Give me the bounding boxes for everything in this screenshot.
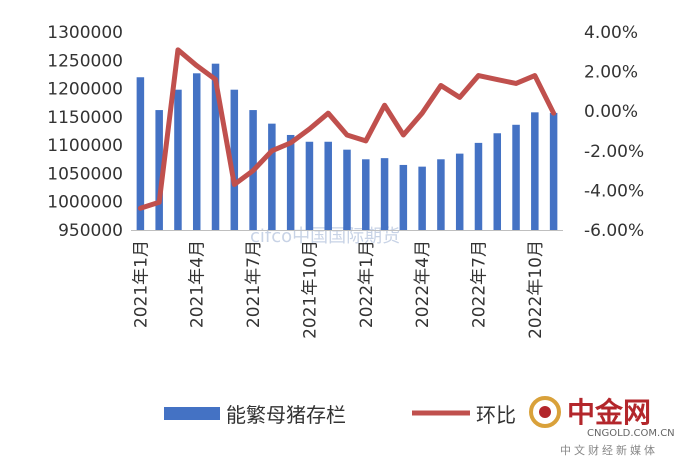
right-tick-label: -2.00% — [584, 142, 644, 162]
legend: 能繁母猪存栏 环比 — [164, 403, 516, 427]
left-tick-label: 1000000 — [47, 193, 123, 213]
bar-19 — [493, 133, 502, 230]
bar-10 — [324, 141, 332, 230]
bar-7 — [268, 123, 276, 230]
legend-swatch-bar — [164, 407, 220, 420]
x-tick-label: 2022年7月 — [469, 240, 489, 328]
x-tick-label: 2021年1月 — [131, 240, 151, 328]
logo-name: 中金网 — [567, 396, 651, 429]
bar-18 — [474, 142, 483, 230]
line-series — [137, 47, 557, 211]
bar-15 — [418, 166, 426, 230]
left-tick-label: 1050000 — [47, 164, 123, 184]
x-tick-label: 2022年10月 — [526, 240, 546, 339]
bar-21 — [531, 112, 539, 230]
logo: 中金网 CNGOLD.COM.CN 中文财经新媒体 — [529, 396, 675, 457]
left-tick-label: 1250000 — [47, 51, 123, 71]
watermark: cifco中国国际期货 — [250, 226, 400, 247]
bar-14 — [399, 164, 408, 230]
x-axis: 2021年1月 2021年4月 2021年7月 2021年10月 2022年1月 2022… — [131, 230, 563, 339]
bar-16 — [437, 159, 445, 230]
bar-8 — [286, 134, 295, 230]
left-tick-label: 1150000 — [47, 108, 123, 128]
left-y-axis: 950000 1000000 1050000 1100000 1150000 120000… — [47, 23, 123, 241]
logo-domain: CNGOLD.COM.CN — [587, 428, 675, 439]
right-tick-label: -4.00% — [584, 181, 644, 201]
bar-11 — [343, 149, 351, 230]
bar-9 — [305, 141, 314, 230]
bar-1 — [155, 110, 163, 230]
left-tick-label: 1200000 — [47, 80, 123, 100]
bar-20 — [512, 124, 520, 230]
cngold-ring-icon — [529, 396, 561, 428]
bar-5 — [230, 89, 239, 230]
bar-22 — [549, 112, 558, 230]
x-tick-label: 2021年7月 — [244, 240, 264, 328]
x-tick-label: 2021年4月 — [188, 240, 208, 328]
cngold-ring-core — [539, 406, 551, 418]
bar-series — [136, 63, 558, 231]
right-tick-label: 2.00% — [584, 63, 638, 83]
bar-0 — [136, 77, 145, 230]
right-tick-label: 4.00% — [584, 23, 638, 43]
x-tick-label: 2022年1月 — [357, 240, 377, 328]
watermark-text: cifco中国国际期货 — [250, 226, 400, 247]
bar-13 — [380, 158, 389, 230]
bar-17 — [455, 153, 464, 230]
bar-12 — [362, 159, 370, 230]
legend-label-line: 环比 — [476, 403, 516, 427]
right-y-axis: -6.00% -4.00% -2.00% 0.00% 2.00% 4.00% — [584, 23, 644, 241]
bar-3 — [192, 73, 201, 230]
bar-4 — [211, 63, 220, 231]
left-tick-label: 950000 — [58, 221, 123, 241]
legend-label-bar: 能繁母猪存栏 — [226, 403, 346, 427]
x-tick-label: 2022年4月 — [413, 240, 433, 328]
bar-2 — [174, 89, 182, 230]
x-tick-label: 2021年10月 — [300, 240, 320, 339]
left-tick-label: 1300000 — [47, 23, 123, 43]
right-tick-label: -6.00% — [584, 221, 644, 241]
left-tick-label: 1100000 — [47, 136, 123, 156]
logo-tagline: 中文财经新媒体 — [560, 443, 658, 457]
right-tick-label: 0.00% — [584, 102, 638, 122]
